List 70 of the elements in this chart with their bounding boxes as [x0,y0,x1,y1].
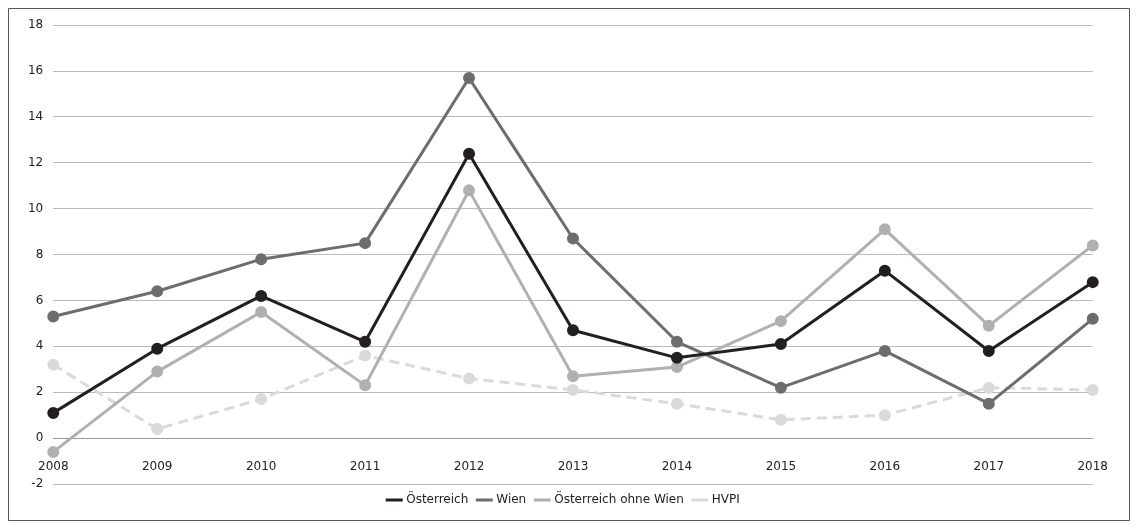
point [567,232,579,245]
point [47,406,60,419]
point [567,324,579,337]
point [774,315,787,328]
point [151,365,164,378]
x-tick-label: 2014 [661,459,693,474]
point [670,397,683,410]
point [255,305,268,318]
y-tick-label: 4 [35,338,44,353]
point [47,310,60,323]
y-tick-label: 12 [27,154,44,169]
point [567,370,579,383]
y-tick-label: 2 [35,384,44,399]
point [670,351,683,364]
point [982,319,995,332]
y-tick-label: 14 [27,109,44,124]
x-tick-label: 2016 [869,459,901,474]
point [255,393,268,406]
point [878,344,891,357]
point [1086,239,1099,252]
point [151,285,164,298]
point [878,409,891,422]
point [1086,383,1099,396]
point [359,349,372,362]
x-tick-label: 2018 [1077,459,1108,474]
x-tick-label: 2011 [349,459,381,474]
point [463,71,476,84]
point [255,289,268,302]
point [774,413,787,426]
y-tick-label: 18 [27,17,44,32]
x-tick-label: 2010 [245,459,277,474]
x-tick-label: 2009 [141,459,173,474]
y-tick-label: 10 [27,200,44,215]
point [359,335,372,348]
legend-label: Österreich ohne Wien [554,490,684,507]
x-tick-label: 2015 [765,459,797,474]
point [774,338,787,351]
point [774,381,787,394]
point [463,147,476,160]
point [878,264,891,277]
point [982,344,995,357]
point [463,184,476,197]
point [151,422,164,435]
point [47,358,60,371]
point [670,361,683,374]
point [1086,312,1099,325]
point [359,379,372,392]
point [567,383,579,396]
point [151,342,164,355]
point [255,253,268,266]
point [47,445,60,458]
x-tick-label: 2012 [453,459,485,474]
x-tick-label: 2008 [38,459,69,474]
y-tick-label: 0 [35,430,44,445]
point [1086,276,1099,289]
legend-label: Österreich [406,490,469,507]
point [359,237,372,250]
y-tick-label: 16 [27,63,44,78]
x-tick-label: 2017 [973,459,1005,474]
point [982,397,995,410]
y-tick-label: -2 [31,476,44,491]
point [463,372,476,385]
y-tick-label: 6 [35,292,44,307]
point [982,381,995,394]
point [670,335,683,348]
point [878,223,891,236]
x-tick-label: 2013 [557,459,589,474]
legend-label: Wien [496,492,527,507]
y-tick-label: 8 [35,246,44,261]
legend-label: HVPI [711,492,740,507]
